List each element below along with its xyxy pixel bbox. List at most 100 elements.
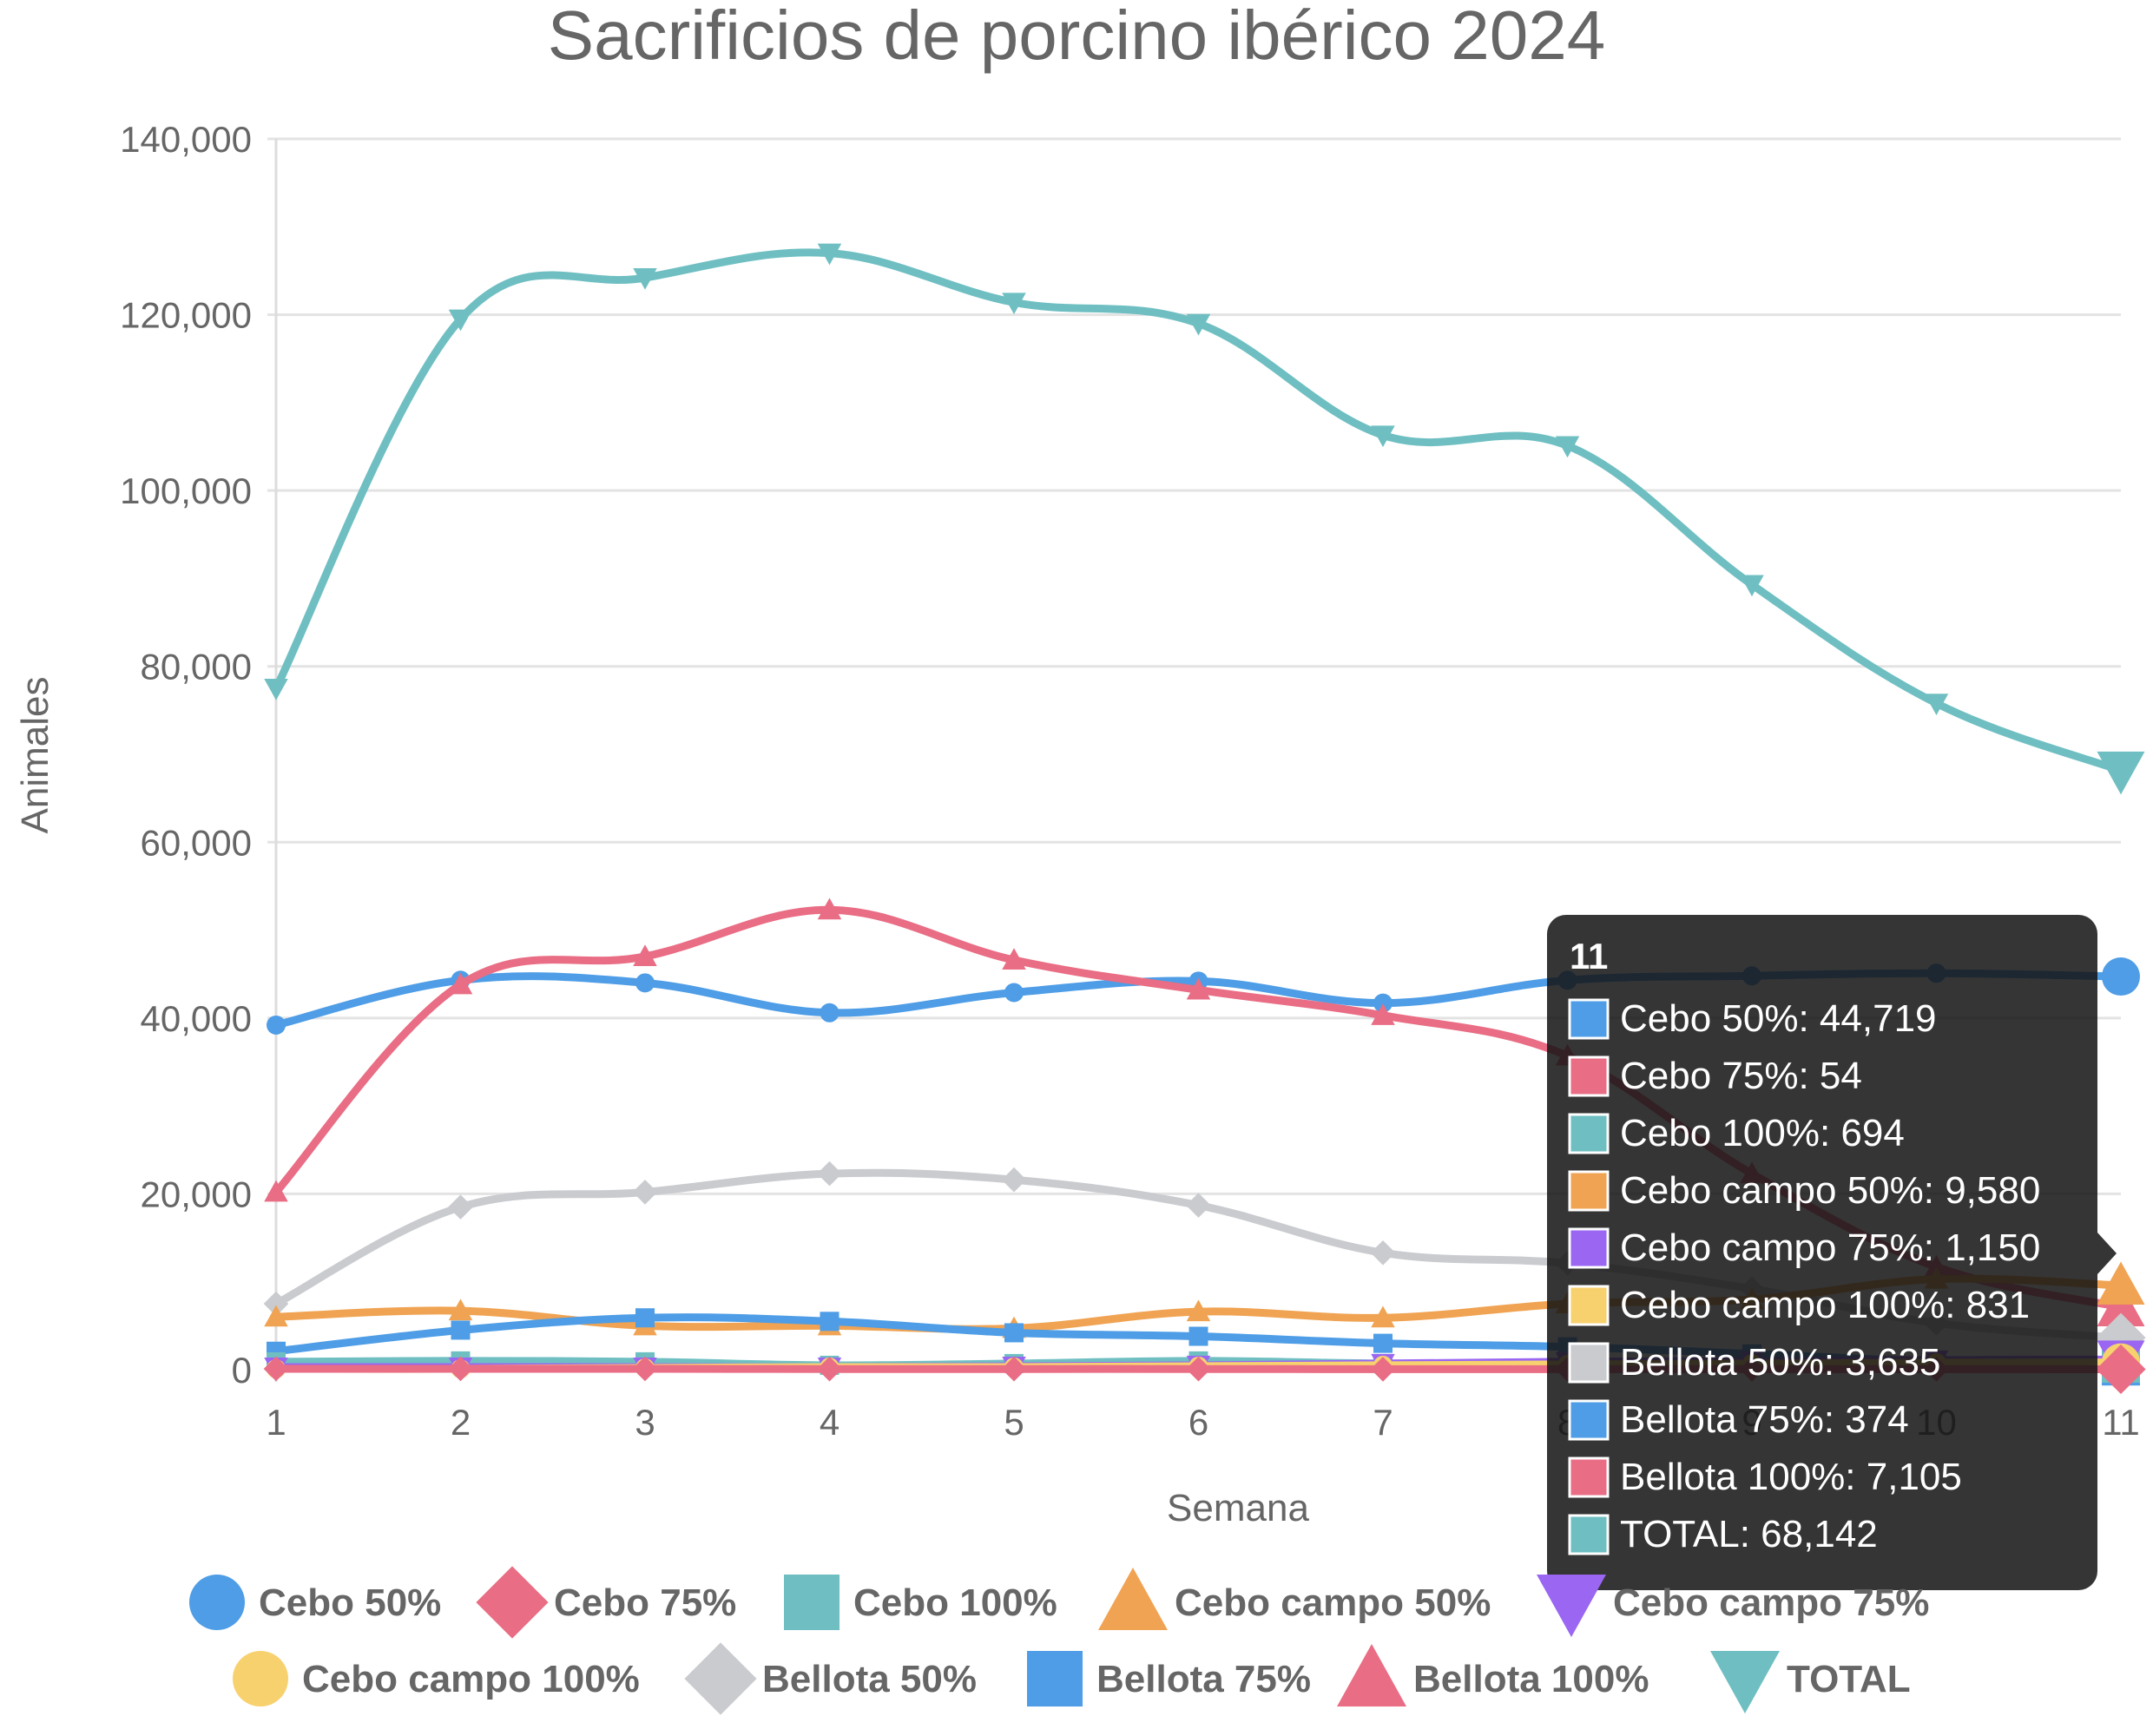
x-tick-label: 4 (820, 1402, 839, 1443)
legend-item: Cebo campo 50% (1098, 1568, 1491, 1630)
data-point (635, 1308, 655, 1328)
legend-label: TOTAL (1787, 1658, 1911, 1700)
data-point (1002, 948, 1026, 970)
tooltip-swatch (1568, 1113, 1610, 1154)
tooltip-swatch (1568, 998, 1610, 1040)
legend-marker (1710, 1651, 1780, 1713)
legend-marker (1027, 1651, 1083, 1706)
legend-marker (1098, 1568, 1168, 1630)
tooltip-line: Cebo 75%: 54 (1620, 1055, 1862, 1097)
legend-item: TOTAL (1710, 1651, 1911, 1713)
y-tick-label: 60,000 (141, 822, 252, 863)
legend-label: Cebo 75% (554, 1581, 736, 1624)
data-point (448, 1194, 473, 1220)
data-point (1924, 694, 1949, 716)
legend-marker (476, 1566, 549, 1639)
y-tick-label: 120,000 (120, 295, 252, 336)
data-point (448, 972, 473, 995)
data-point (448, 1299, 473, 1321)
y-tick-label: 140,000 (120, 119, 252, 160)
data-point (1371, 425, 1395, 448)
legend-marker (784, 1575, 839, 1630)
data-point (1002, 293, 1026, 315)
x-tick-label: 5 (1004, 1402, 1024, 1443)
legend-item: Cebo 75% (476, 1566, 736, 1639)
data-point (1004, 1323, 1024, 1343)
tooltip-line: Bellota 50%: 3,635 (1620, 1341, 1940, 1384)
data-point (1186, 1299, 1211, 1322)
x-tick-label: 6 (1188, 1402, 1208, 1443)
data-point (448, 1356, 473, 1382)
tooltip-line: Cebo campo 100%: 831 (1620, 1284, 2030, 1326)
tooltip-title: 11 (1570, 936, 1608, 976)
x-tick-label: 3 (635, 1402, 655, 1443)
data-point (2096, 1312, 2146, 1363)
legend-label: Bellota 75% (1096, 1658, 1311, 1700)
tooltip-line: TOTAL: 68,142 (1620, 1513, 1878, 1555)
tooltip-swatch (1568, 1170, 1610, 1212)
legend-label: Cebo campo 100% (302, 1658, 640, 1700)
data-point (817, 898, 842, 920)
data-point (264, 1180, 288, 1202)
legend-label: Bellota 100% (1413, 1658, 1649, 1700)
y-axis-label: Animales (14, 677, 56, 834)
data-point (632, 1356, 658, 1382)
legend-label: Bellota 50% (762, 1658, 977, 1700)
data-point (1373, 1333, 1393, 1353)
data-point (1740, 575, 1764, 597)
x-tick-label: 2 (451, 1402, 471, 1443)
data-point (635, 973, 655, 993)
data-point (1371, 1305, 1395, 1328)
data-point (1186, 313, 1211, 336)
legend-item: Cebo 100% (784, 1575, 1057, 1630)
data-point (633, 268, 657, 290)
series-total (264, 243, 2145, 795)
legend-item: Cebo campo 100% (233, 1651, 640, 1706)
legend-label: Cebo 100% (853, 1581, 1057, 1624)
x-tick-label: 7 (1373, 1402, 1393, 1443)
tooltip-line: Bellota 75%: 374 (1620, 1398, 1909, 1441)
data-point (1371, 1003, 1395, 1025)
data-point (267, 1015, 286, 1035)
data-point (820, 1003, 839, 1023)
data-point (1186, 1356, 1211, 1382)
data-point (1373, 993, 1393, 1013)
tooltip-line: Bellota 100%: 7,105 (1620, 1456, 1962, 1498)
tooltip-swatch (1568, 1457, 1610, 1498)
y-axis-ticks: 0 20,000 40,000 60,000 80,000 100,000 120,000 1… (120, 119, 252, 1391)
y-tick-label: 0 (232, 1350, 252, 1391)
y-tick-label: 20,000 (141, 1174, 252, 1214)
tooltip-swatch (1568, 1342, 1610, 1384)
data-point (820, 1312, 839, 1332)
legend-marker (684, 1642, 757, 1715)
tooltip-line: Cebo campo 50%: 9,580 (1620, 1169, 2040, 1212)
data-point (2096, 1344, 2146, 1395)
legend-item: Cebo 50% (189, 1575, 441, 1630)
legend-marker (1337, 1644, 1406, 1706)
tooltip-swatch (1568, 1285, 1610, 1326)
tooltip-caret (2097, 1233, 2117, 1274)
data-point (2097, 1261, 2145, 1305)
data-point (633, 944, 657, 966)
y-tick-label: 100,000 (120, 470, 252, 511)
y-tick-label: 80,000 (141, 647, 252, 687)
data-point (1370, 1240, 1396, 1266)
legend-item: Cebo campo 75% (1537, 1575, 1929, 1637)
data-point (1001, 1167, 1027, 1193)
tooltip-box (1547, 915, 2097, 1590)
data-point (1186, 977, 1211, 1000)
tooltip: 11 Cebo 50%: 44,719 Cebo 75%: 54 Cebo 100%:… (1547, 915, 2117, 1590)
legend-label: Cebo campo 50% (1175, 1581, 1491, 1624)
data-point (1555, 436, 1580, 458)
data-point (2097, 1283, 2145, 1327)
tooltip-swatch (1568, 1227, 1610, 1269)
data-point (817, 1356, 842, 1382)
legend-marker (233, 1651, 288, 1706)
data-point (1004, 983, 1024, 1003)
legend-label: Cebo 50% (259, 1581, 441, 1624)
y-tick-label: 40,000 (141, 998, 252, 1039)
data-point (1186, 1193, 1211, 1218)
data-point (2102, 957, 2140, 996)
tooltip-line: Cebo 100%: 694 (1620, 1112, 1905, 1154)
